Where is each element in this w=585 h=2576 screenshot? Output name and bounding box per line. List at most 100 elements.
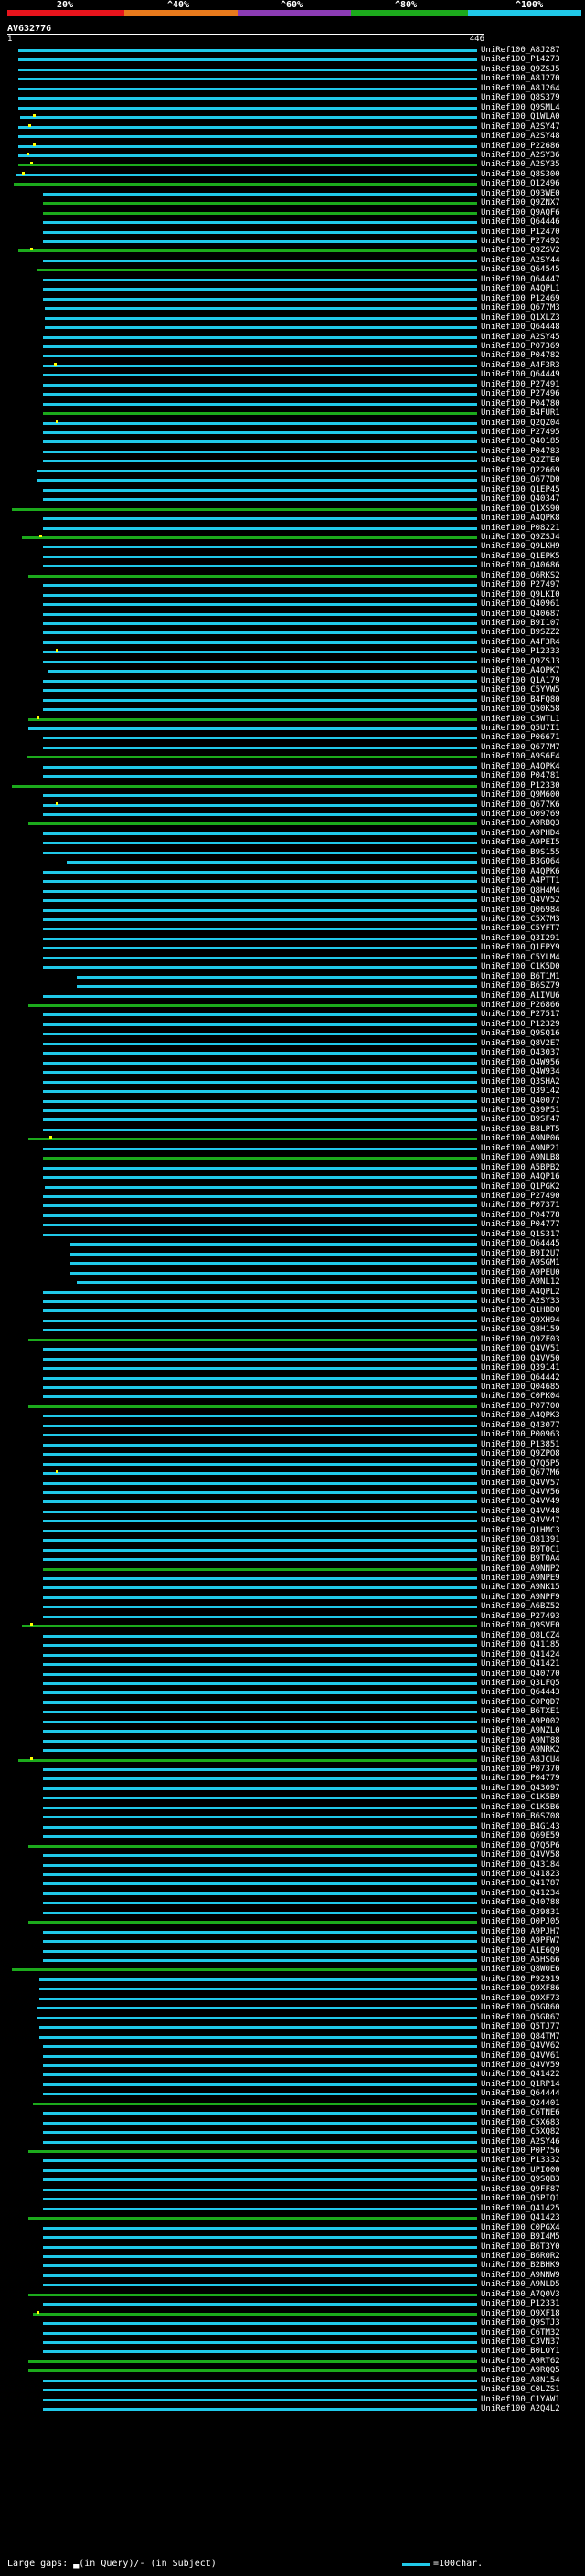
hit-row[interactable]: UniRef100_A9NNW9 [0,2271,585,2280]
hit-row[interactable]: UniRef100_A9NPE9 [0,1574,585,1583]
hit-row[interactable]: UniRef100_Q677K6 [0,800,585,810]
hit-label[interactable]: UniRef100_Q7Q5P5 [481,1458,560,1468]
hit-bar[interactable] [43,1415,477,1418]
hit-label[interactable]: UniRef100_A9RBQ3 [481,819,560,829]
hit-bar[interactable] [43,1319,477,1322]
hit-label[interactable]: UniRef100_A4PTT1 [481,876,560,886]
hit-row[interactable]: UniRef100_Q0PJ05 [0,1917,585,1926]
hit-row[interactable]: UniRef100_Q12496 [0,179,585,188]
hit-bar[interactable] [70,1252,477,1256]
hit-bar[interactable] [43,1940,477,1944]
hit-label[interactable]: UniRef100_Q9ZSV2 [481,246,560,256]
hit-label[interactable]: UniRef100_C5X7M3 [481,914,560,924]
hit-bar[interactable] [43,1176,477,1180]
hit-label[interactable]: UniRef100_P27491 [481,379,560,389]
hit-row[interactable]: UniRef100_Q43037 [0,1048,585,1057]
hit-bar[interactable] [43,1500,477,1504]
hit-label[interactable]: UniRef100_P07370 [481,1765,560,1774]
hit-label[interactable]: UniRef100_B9I4M5 [481,2232,560,2242]
hit-bar[interactable] [43,1357,477,1361]
hit-label[interactable]: UniRef100_B3GQ64 [481,857,560,867]
hit-bar[interactable] [43,2341,477,2344]
hit-bar[interactable] [43,374,477,377]
hit-bar[interactable] [43,1586,477,1590]
hit-label[interactable]: UniRef100_Q41234 [481,1888,560,1898]
hit-label[interactable]: UniRef100_Q9ZPO8 [481,1449,560,1459]
hit-bar[interactable] [43,1033,477,1036]
hit-bar[interactable] [43,679,477,683]
hit-bar[interactable] [43,2131,477,2135]
hit-label[interactable]: UniRef100_Q41185 [481,1640,560,1650]
hit-label[interactable]: UniRef100_Q9XF86 [481,1984,560,1994]
hit-bar[interactable] [17,49,477,52]
hit-bar[interactable] [17,249,477,253]
hit-bar[interactable] [37,2007,477,2010]
hit-bar[interactable] [43,1395,477,1399]
hit-bar[interactable] [45,316,477,320]
hit-row[interactable]: UniRef100_A2SY33 [0,1297,585,1306]
hit-bar[interactable] [43,393,477,397]
hit-label[interactable]: UniRef100_A9NLD5 [481,2280,560,2290]
hit-row[interactable]: UniRef100_A8JCU4 [0,1755,585,1765]
hit-bar[interactable] [43,1768,477,1771]
hit-row[interactable]: UniRef100_A4QP16 [0,1172,585,1182]
hit-bar[interactable] [43,1128,477,1131]
hit-row[interactable]: UniRef100_Q1WLA0 [0,112,585,122]
hit-bar[interactable] [43,1567,477,1571]
hit-row[interactable]: UniRef100_P07370 [0,1765,585,1774]
hit-label[interactable]: UniRef100_A9NL12 [481,1277,560,1288]
hit-row[interactable]: UniRef100_Q64449 [0,370,585,379]
hit-bar[interactable] [43,2159,477,2163]
hit-label[interactable]: UniRef100_P27490 [481,1192,560,1201]
hit-bar[interactable] [28,2150,477,2153]
hit-label[interactable]: UniRef100_C1YAW1 [481,2394,560,2404]
hit-label[interactable]: UniRef100_Q9ZNX7 [481,198,560,208]
hit-row[interactable]: UniRef100_A8J264 [0,84,585,93]
hit-row[interactable]: UniRef100_Q1XLZ3 [0,313,585,323]
hit-row[interactable]: UniRef100_B9S155 [0,848,585,857]
hit-bar[interactable] [43,278,477,281]
hit-bar[interactable] [37,469,477,472]
hit-label[interactable]: UniRef100_P92919 [481,1974,560,1984]
hit-bar[interactable] [43,641,477,644]
hit-row[interactable]: UniRef100_A9RT62 [0,2357,585,2366]
hit-label[interactable]: UniRef100_Q9M600 [481,790,560,800]
hit-bar[interactable] [43,1157,477,1161]
hit-label[interactable]: UniRef100_A9NP06 [481,1134,560,1144]
hit-row[interactable]: UniRef100_Q4VV58 [0,1850,585,1860]
hit-bar[interactable] [43,765,477,769]
hit-row[interactable]: UniRef100_A9NLD5 [0,2280,585,2289]
hit-bar[interactable] [43,383,477,387]
hit-row[interactable]: UniRef100_P12330 [0,781,585,790]
hit-bar[interactable] [43,1529,477,1532]
hit-bar[interactable] [43,937,477,940]
hit-row[interactable]: UniRef100_Q40770 [0,1670,585,1679]
hit-bar[interactable] [43,1042,477,1045]
hit-bar[interactable] [43,1577,477,1580]
hit-label[interactable]: UniRef100_Q1WLA0 [481,112,560,122]
hit-bar[interactable] [43,526,477,530]
hit-row[interactable]: UniRef100_Q41185 [0,1640,585,1649]
hit-label[interactable]: UniRef100_C5YVW5 [481,685,560,695]
hit-row[interactable]: UniRef100_A9NP06 [0,1134,585,1143]
hit-bar[interactable] [43,2093,477,2096]
hit-label[interactable]: UniRef100_A2SY35 [481,160,560,170]
hit-row[interactable]: UniRef100_A9P002 [0,1717,585,1726]
hit-label[interactable]: UniRef100_Q5TJ77 [481,2022,560,2032]
hit-label[interactable]: UniRef100_Q677M3 [481,303,560,313]
hit-bar[interactable] [37,2016,477,2019]
hit-bar[interactable] [43,584,477,588]
hit-label[interactable]: UniRef100_C5X683 [481,2117,560,2127]
hit-bar[interactable] [43,1548,477,1552]
hit-bar[interactable] [43,1615,477,1618]
hit-bar[interactable] [43,402,477,406]
hit-label[interactable]: UniRef100_Q5GR60 [481,2003,560,2013]
hit-bar[interactable] [43,1681,477,1685]
hit-bar[interactable] [43,2389,477,2392]
hit-label[interactable]: UniRef100_Q39141 [481,1363,560,1373]
hit-label[interactable]: UniRef100_Q4VV59 [481,2060,560,2070]
hit-label[interactable]: UniRef100_P04781 [481,771,560,781]
hit-row[interactable]: UniRef100_Q40347 [0,494,585,504]
hit-row[interactable]: UniRef100_C5YFT7 [0,924,585,933]
hit-bar[interactable] [43,1730,477,1733]
